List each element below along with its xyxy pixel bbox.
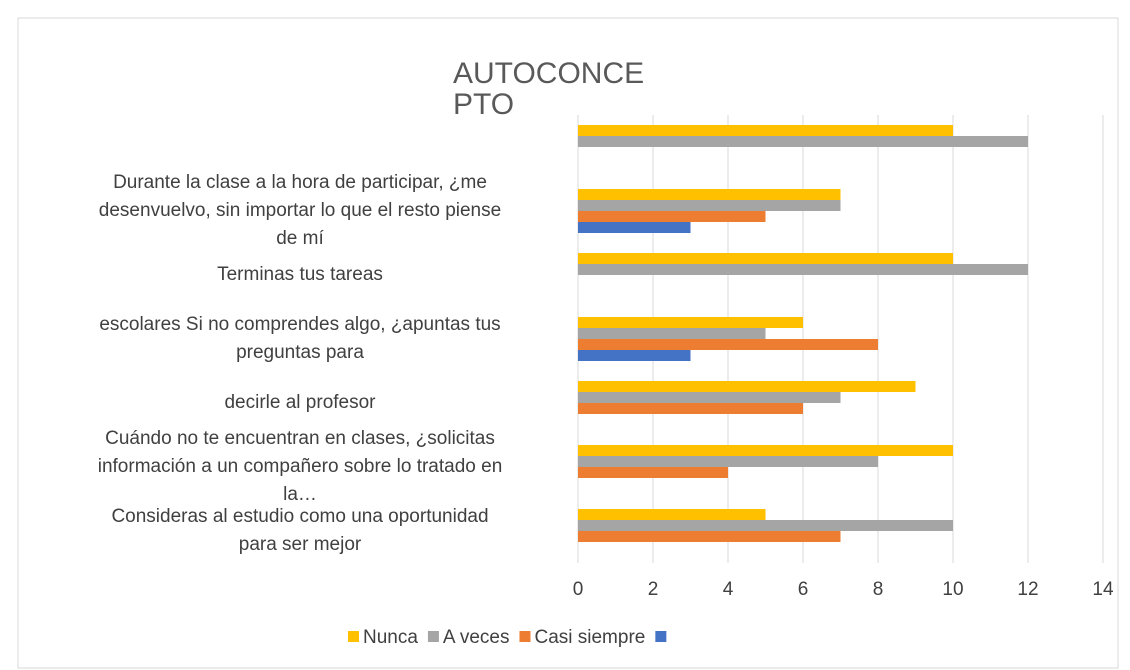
bar: [578, 211, 766, 222]
y-tick-label: para ser mejor: [239, 534, 362, 555]
bar: [578, 520, 953, 531]
bar: [578, 509, 766, 520]
bar: [578, 189, 841, 200]
bar: [578, 264, 1028, 275]
bar: [578, 317, 803, 328]
y-tick-label: escolares Si no comprendes algo, ¿apunta…: [99, 314, 500, 335]
bar: [578, 403, 803, 414]
legend-label: Nunca: [363, 627, 418, 648]
y-tick-label: de mí: [276, 228, 324, 249]
y-tick-label: Terminas tus tareas: [217, 264, 383, 285]
x-tick-label: 8: [873, 579, 884, 600]
y-tick-label: Consideras al estudio como una oportunid…: [111, 506, 488, 527]
y-tick-label: Cuándo no te encuentran en clases, ¿soli…: [105, 428, 495, 449]
y-tick-label: decirle al profesor: [224, 392, 376, 413]
legend-label: Casi siempre: [534, 627, 645, 648]
bar: [578, 253, 953, 264]
x-tick-label: 14: [1092, 579, 1114, 600]
bar: [578, 350, 691, 361]
y-tick-label: preguntas para: [236, 342, 364, 363]
bar: [578, 339, 878, 350]
x-tick-label: 2: [648, 579, 659, 600]
bar: [578, 381, 916, 392]
x-tick-label: 12: [1017, 579, 1038, 600]
x-tick-label: 10: [942, 579, 963, 600]
y-tick-label: la…: [283, 484, 317, 505]
legend-swatch: [519, 631, 531, 642]
chart-title: AUTOCONCE: [453, 57, 644, 90]
x-tick-label: 6: [798, 579, 809, 600]
bar: [578, 531, 841, 542]
bar: [578, 445, 953, 456]
bar: [578, 328, 766, 339]
bar: [578, 222, 691, 233]
bar: [578, 456, 878, 467]
x-tick-label: 4: [723, 579, 734, 600]
bar: [578, 467, 728, 478]
bar: [578, 136, 1028, 147]
y-tick-label: desenvuelvo, sin importar lo que el rest…: [99, 200, 501, 221]
legend-swatch: [348, 631, 359, 642]
bar: [578, 392, 841, 403]
bar: [578, 200, 841, 211]
chart-title: PTO: [453, 88, 514, 121]
legend-swatch: [655, 631, 667, 642]
y-tick-label: información a un compañero sobre lo trat…: [98, 456, 503, 477]
legend-swatch: [427, 631, 439, 642]
x-tick-label: 0: [573, 579, 584, 600]
legend-label: A veces: [443, 627, 510, 648]
y-tick-label: Durante la clase a la hora de participar…: [113, 172, 487, 193]
bar: [578, 125, 953, 136]
